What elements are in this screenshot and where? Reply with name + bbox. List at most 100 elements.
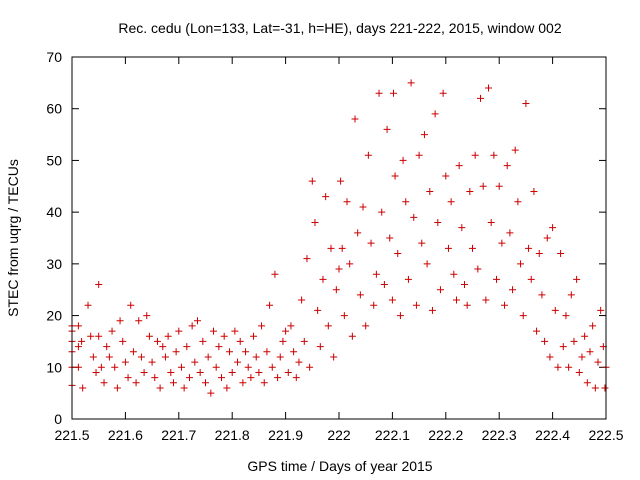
data-point <box>127 301 135 309</box>
data-point <box>316 343 324 351</box>
x-tick-label: 221.6 <box>108 427 143 443</box>
data-point <box>95 332 103 340</box>
data-point <box>493 275 501 283</box>
data-point <box>239 379 247 387</box>
data-point <box>538 291 546 299</box>
data-point <box>511 146 519 154</box>
y-tick-label: 50 <box>46 152 62 168</box>
data-point <box>292 374 300 382</box>
data-point <box>354 229 362 237</box>
data-point <box>236 337 244 345</box>
data-point <box>95 281 103 289</box>
data-point <box>172 348 180 356</box>
data-point <box>490 151 498 159</box>
data-point <box>129 348 137 356</box>
data-point <box>388 296 396 304</box>
data-point <box>303 255 311 263</box>
data-point <box>193 317 201 325</box>
data-point <box>514 198 522 206</box>
x-axis-label: GPS time / Days of year 2015 <box>247 458 432 474</box>
data-point <box>191 358 199 366</box>
data-point <box>185 374 193 382</box>
data-point <box>479 182 487 190</box>
x-tick-label: 222.5 <box>588 427 623 443</box>
x-tick-label: 222.2 <box>428 427 463 443</box>
data-point <box>601 384 609 392</box>
data-point <box>156 384 164 392</box>
data-point <box>469 244 476 252</box>
data-point <box>362 322 370 330</box>
data-point <box>402 198 410 206</box>
data-point <box>565 363 573 371</box>
data-point <box>100 379 108 387</box>
data-point <box>450 270 458 278</box>
data-point <box>121 358 129 366</box>
data-point <box>148 358 156 366</box>
data-point <box>207 389 215 397</box>
y-tick-label: 0 <box>54 411 62 427</box>
data-point <box>575 368 583 376</box>
data-point <box>477 94 485 102</box>
data-point <box>501 301 509 309</box>
data-point <box>498 239 506 247</box>
data-point <box>298 296 306 304</box>
data-point <box>370 301 378 309</box>
data-point <box>268 363 276 371</box>
x-tick-label: 222.4 <box>535 427 570 443</box>
data-point <box>404 275 412 283</box>
data-point <box>335 265 343 273</box>
data-point <box>567 291 575 299</box>
data-point <box>113 384 121 392</box>
data-point <box>266 301 274 309</box>
data-point <box>161 353 169 361</box>
data-point <box>220 332 228 340</box>
data-point <box>338 244 346 252</box>
data-point <box>231 327 239 335</box>
data-point <box>391 172 399 180</box>
data-point <box>431 110 439 118</box>
x-tick-label: 221.8 <box>215 427 250 443</box>
data-point <box>410 213 418 221</box>
data-point <box>372 270 380 278</box>
data-point <box>583 379 591 387</box>
data-point <box>244 363 252 371</box>
data-point <box>79 384 87 392</box>
data-point <box>412 301 420 309</box>
data-point <box>226 348 234 356</box>
data-point <box>177 363 185 371</box>
data-point <box>74 363 82 371</box>
data-point <box>578 353 586 361</box>
data-point <box>337 177 345 185</box>
data-point <box>415 151 423 159</box>
data-point <box>124 374 132 382</box>
data-point <box>319 275 327 283</box>
data-point <box>519 312 527 320</box>
data-point <box>375 89 383 97</box>
data-point <box>533 327 541 335</box>
data-point <box>460 281 468 289</box>
data-point <box>442 172 450 180</box>
data-point <box>466 187 474 195</box>
data-point <box>260 379 268 387</box>
y-tick-label: 20 <box>46 308 62 324</box>
data-point <box>74 322 82 330</box>
data-point <box>258 322 266 330</box>
data-point <box>506 229 514 237</box>
data-point <box>137 353 145 361</box>
data-point <box>314 306 322 314</box>
data-point <box>356 291 364 299</box>
data-point <box>541 337 549 345</box>
data-point <box>487 218 495 226</box>
data-point <box>332 286 340 294</box>
data-point <box>111 363 119 371</box>
data-point <box>463 301 471 309</box>
data-point <box>383 125 391 133</box>
y-tick-label: 60 <box>46 101 62 117</box>
data-point <box>255 368 263 376</box>
data-point <box>210 327 218 335</box>
data-point <box>218 374 226 382</box>
data-point <box>452 296 460 304</box>
data-point <box>570 337 578 345</box>
data-point <box>276 353 284 361</box>
